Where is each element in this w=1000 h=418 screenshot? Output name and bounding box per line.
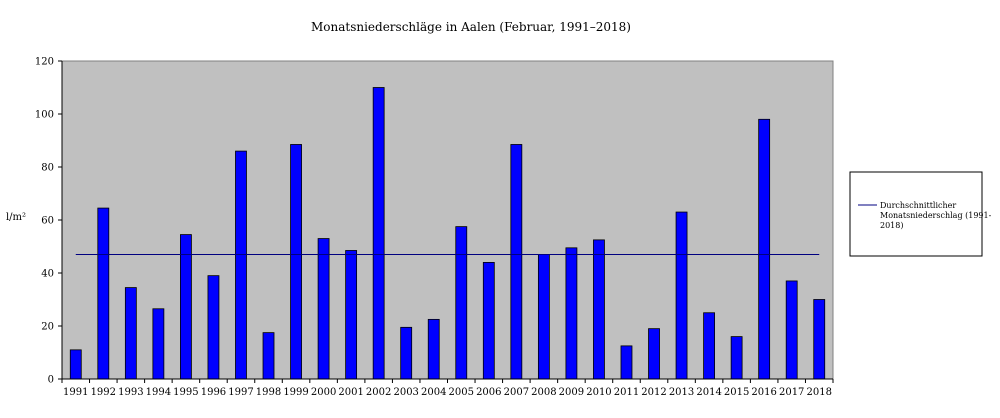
- x-axis: 1991 1992 1993 1994 1995 1996 1997 1998 1999 2000…: [61, 378, 834, 398]
- x-tick-label: 1999: [283, 387, 308, 398]
- x-tick-label: 2000: [311, 387, 336, 398]
- bar-1999: [290, 144, 302, 380]
- x-tick-label: 2018: [807, 387, 832, 398]
- y-tick-label: 80: [41, 163, 54, 174]
- legend: Durchschnittlicher Monatsniederschlag (19…: [849, 171, 992, 257]
- bar-2017: [785, 280, 798, 380]
- x-tick-label: 2012: [641, 387, 666, 398]
- bar-2009: [565, 247, 578, 380]
- bar-2012: [648, 328, 660, 380]
- bar-2011: [620, 345, 633, 380]
- x-tick-label: 1995: [173, 387, 198, 398]
- bar-2018: [813, 299, 826, 380]
- y-axis: 0 20 40 60 80 100 120: [35, 57, 63, 386]
- x-tick-label: 2002: [366, 387, 391, 398]
- x-tick-label: 2011: [614, 387, 639, 398]
- x-tick-label: 2001: [338, 387, 363, 398]
- bar-2014: [703, 312, 715, 380]
- bar-1992: [97, 207, 110, 380]
- x-tick-label: 1991: [63, 387, 88, 398]
- bar-2007: [510, 144, 523, 380]
- legend-label-line: Monatsniederschlag (1991-: [880, 211, 992, 220]
- x-tick-label: 2004: [421, 387, 446, 398]
- bar-2015: [730, 336, 743, 380]
- legend-label-line: 2018): [880, 221, 903, 230]
- x-tick-label: 2015: [724, 387, 749, 398]
- x-tick-label: 2016: [751, 387, 776, 398]
- x-tick-label: 2005: [449, 387, 474, 398]
- x-tick-label: 2003: [393, 387, 418, 398]
- bar-2010: [593, 239, 605, 380]
- bar-2013: [675, 211, 688, 380]
- x-tick-label: 1996: [201, 387, 226, 398]
- y-axis-label: l/m²: [6, 212, 26, 223]
- bar-2005: [455, 226, 468, 380]
- legend-label-line: Durchschnittlicher: [880, 201, 956, 210]
- legend-box: [849, 171, 983, 257]
- y-tick-label: 40: [41, 269, 54, 280]
- bar-2002: [372, 87, 385, 380]
- x-tick-label: 2007: [504, 387, 529, 398]
- x-tick-label: 2017: [779, 387, 804, 398]
- bar-2008: [537, 254, 550, 380]
- bar-1991: [69, 349, 82, 380]
- chart-title: Monatsniederschläge in Aalen (Februar, 1…: [311, 20, 631, 34]
- bar-1995: [180, 234, 192, 380]
- x-tick-label: 1997: [228, 387, 253, 398]
- bar-1994: [152, 308, 165, 380]
- y-tick-label: 20: [41, 322, 54, 333]
- x-tick-label: 1994: [146, 387, 171, 398]
- bar-2000: [317, 238, 330, 380]
- legend-label: Durchschnittlicher Monatsniederschlag (19…: [880, 201, 992, 230]
- x-tick-label: 2013: [669, 387, 694, 398]
- bar-2006: [482, 261, 495, 380]
- x-tick-label: 2010: [586, 387, 611, 398]
- y-tick-label: 60: [41, 216, 54, 227]
- bar-1998: [262, 332, 275, 380]
- y-tick-label: 0: [48, 375, 54, 386]
- x-tick-label: 2006: [476, 387, 501, 398]
- plot-area: [61, 60, 834, 380]
- bar-2016: [758, 118, 771, 380]
- y-tick-label: 100: [35, 110, 54, 121]
- bar-2004: [427, 318, 440, 380]
- bar-1996: [207, 275, 220, 380]
- x-tick-label: 1993: [118, 387, 143, 398]
- x-tick-label: 1992: [91, 387, 116, 398]
- x-tick-label: 2009: [559, 387, 584, 398]
- bar-2001: [345, 250, 358, 380]
- bar-2003: [400, 326, 413, 380]
- bar-1993: [124, 287, 137, 380]
- y-tick-label: 120: [35, 57, 54, 68]
- bar-1997: [235, 150, 247, 380]
- x-tick-label: 2008: [531, 387, 556, 398]
- x-tick-label: 2014: [696, 387, 721, 398]
- x-tick-label: 1998: [256, 387, 281, 398]
